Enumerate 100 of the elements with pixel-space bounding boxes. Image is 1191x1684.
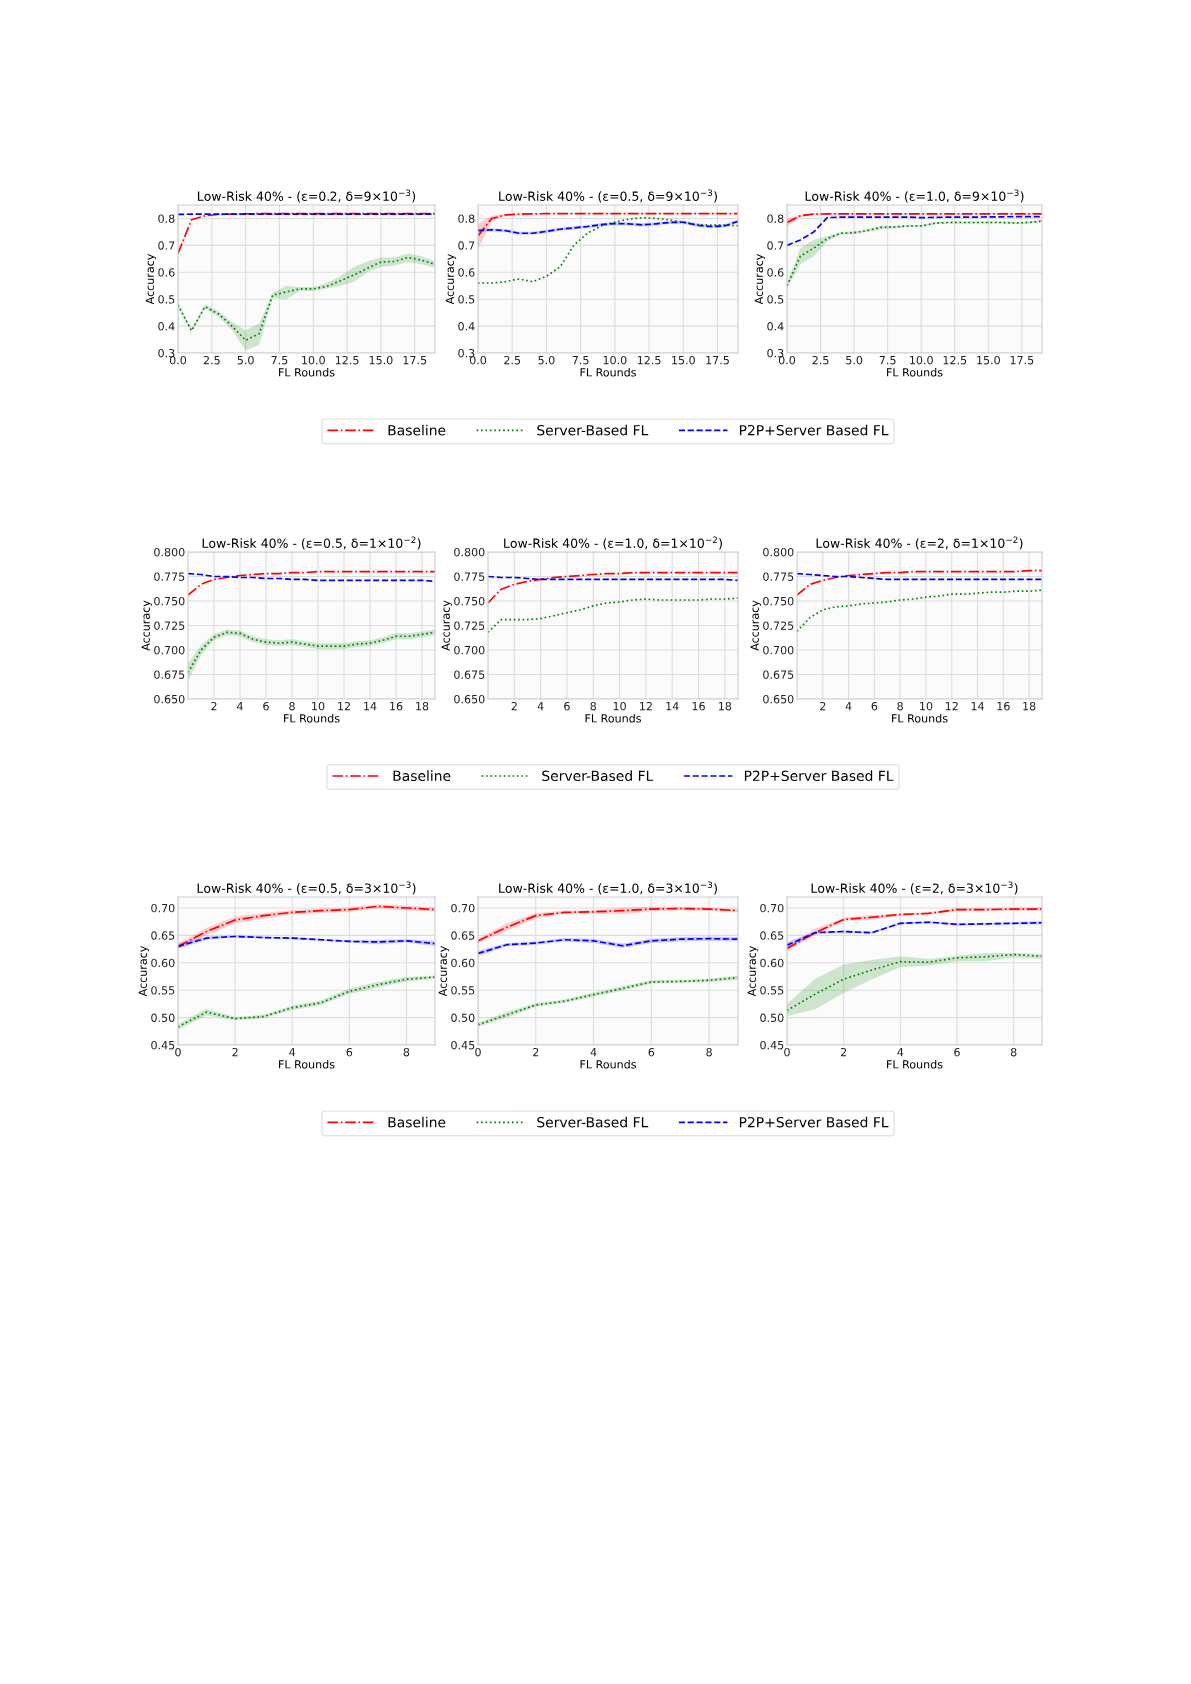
y-tick-label: 0.700 bbox=[454, 645, 485, 655]
line-series bbox=[178, 212, 435, 255]
line-series bbox=[797, 569, 1042, 596]
y-axis-title: Accuracy bbox=[141, 600, 153, 651]
x-axis-title: FL Rounds bbox=[580, 367, 636, 377]
y-tick-label: 0.725 bbox=[454, 621, 485, 630]
y-tick-label: 0.4 bbox=[767, 322, 784, 331]
y-tick-label: 0.675 bbox=[763, 670, 794, 679]
x-tick-label: 16 bbox=[390, 701, 403, 711]
x-tick-label: 0 bbox=[175, 1047, 181, 1057]
y-tick-label: 0.50 bbox=[151, 1013, 175, 1022]
x-tick-label: 6 bbox=[346, 1047, 353, 1057]
chart-title: Low-Risk 40% - (ε=0.2, δ=9×10$^{−3}$) bbox=[197, 189, 416, 203]
chart-title: Low-Risk 40% - (ε=1.0, δ=3×10$^{−3}$) bbox=[499, 881, 717, 895]
y-tick-label: 0.70 bbox=[760, 903, 784, 913]
x-tick-label: 17.5 bbox=[1010, 356, 1034, 365]
y-tick-label: 0.725 bbox=[154, 621, 185, 630]
x-tick-label: 7.5 bbox=[271, 356, 288, 365]
x-tick-label: 16 bbox=[692, 701, 705, 711]
x-tick-label: 5.0 bbox=[237, 355, 254, 365]
y-tick-label: 0.5 bbox=[767, 295, 784, 304]
x-tick-label: 12 bbox=[640, 701, 652, 711]
y-tick-label: 0.3 bbox=[458, 348, 475, 358]
y-tick-label: 0.700 bbox=[154, 645, 185, 655]
line-series bbox=[478, 212, 738, 237]
x-tick-label: 2 bbox=[533, 1047, 539, 1057]
chart-title: Low-Risk 40% - (ε=0.5, δ=1×10$^{−2}$) bbox=[202, 536, 421, 550]
x-tick-label: 17.5 bbox=[706, 356, 729, 365]
y-tick-label: 0.50 bbox=[760, 1013, 784, 1022]
x-tick-label: 10.0 bbox=[603, 355, 627, 365]
y-tick-label: 0.6 bbox=[158, 268, 175, 277]
x-tick-label: 0.0 bbox=[469, 355, 487, 365]
legend-label: Baseline bbox=[388, 1116, 446, 1128]
x-tick-label: 17.5 bbox=[403, 356, 427, 365]
y-tick-label: 0.65 bbox=[151, 931, 175, 940]
y-tick-label: 0.60 bbox=[760, 958, 784, 968]
x-tick-label: 0.0 bbox=[169, 355, 187, 365]
y-tick-label: 0.650 bbox=[763, 694, 794, 704]
y-tick-label: 0.6 bbox=[767, 268, 784, 277]
x-tick-label: 8 bbox=[590, 701, 597, 711]
y-tick-label: 0.3 bbox=[158, 348, 175, 358]
line-series bbox=[787, 215, 1042, 247]
y-tick-label: 0.800 bbox=[454, 547, 485, 557]
x-tick-label: 15.0 bbox=[672, 355, 695, 365]
chart-title: Low-Risk 40% - (ε=2, δ=3×10$^{−3}$) bbox=[811, 881, 1018, 895]
x-tick-label: 12.5 bbox=[335, 355, 359, 365]
x-tick-label: 18 bbox=[1023, 701, 1036, 711]
x-tick-label: 4 bbox=[237, 702, 243, 711]
x-axis-title: FL Rounds bbox=[887, 367, 943, 377]
y-tick-label: 0.4 bbox=[458, 322, 475, 331]
x-tick-label: 15.0 bbox=[977, 355, 1000, 365]
x-tick-label: 6 bbox=[954, 1047, 960, 1057]
x-axis-title: FL Rounds bbox=[580, 1059, 636, 1069]
y-tick-label: 0.65 bbox=[451, 931, 475, 940]
legend-label: P2P+Server Based FL bbox=[739, 1116, 889, 1128]
y-tick-label: 0.8 bbox=[158, 214, 175, 223]
x-tick-label: 0 bbox=[784, 1047, 790, 1057]
y-axis-title: Accuracy bbox=[145, 253, 157, 305]
x-tick-label: 2.5 bbox=[812, 355, 829, 365]
legend-label: Server-Based FL bbox=[537, 1116, 649, 1128]
x-tick-label: 12 bbox=[338, 701, 350, 711]
y-tick-label: 0.70 bbox=[151, 903, 175, 913]
x-tick-label: 5.0 bbox=[846, 355, 863, 365]
x-tick-label: 6 bbox=[871, 701, 878, 711]
x-tick-label: 4 bbox=[289, 1048, 296, 1057]
y-axis-title: Accuracy bbox=[747, 945, 759, 997]
y-tick-label: 0.725 bbox=[763, 621, 794, 630]
y-axis-title: Accuracy bbox=[138, 945, 150, 997]
x-tick-label: 6 bbox=[263, 701, 269, 711]
legend-label: P2P+Server Based FL bbox=[744, 770, 894, 782]
x-tick-label: 12.5 bbox=[943, 355, 967, 365]
y-tick-label: 0.775 bbox=[454, 572, 485, 581]
y-tick-label: 0.7 bbox=[458, 241, 475, 250]
x-tick-label: 10.0 bbox=[302, 355, 325, 365]
y-tick-label: 0.650 bbox=[454, 694, 485, 704]
x-tick-label: 8 bbox=[403, 1047, 410, 1057]
legend-label: Server-Based FL bbox=[542, 770, 654, 782]
y-tick-label: 0.4 bbox=[158, 322, 175, 331]
x-tick-label: 4 bbox=[845, 702, 852, 711]
x-tick-label: 8 bbox=[897, 701, 903, 711]
x-axis-title: FL Rounds bbox=[892, 713, 948, 723]
legend-label: Server-Based FL bbox=[537, 424, 649, 436]
x-tick-label: 5.0 bbox=[538, 355, 555, 365]
x-tick-label: 14 bbox=[666, 702, 679, 711]
y-tick-label: 0.5 bbox=[158, 295, 175, 304]
x-tick-label: 4 bbox=[590, 1048, 597, 1057]
y-tick-label: 0.60 bbox=[451, 958, 475, 968]
x-tick-label: 7.5 bbox=[572, 356, 589, 365]
x-axis-title: FL Rounds bbox=[585, 713, 641, 723]
y-tick-label: 0.60 bbox=[151, 958, 175, 968]
x-tick-label: 12 bbox=[945, 701, 958, 711]
y-tick-label: 0.750 bbox=[454, 596, 485, 606]
y-tick-label: 0.8 bbox=[767, 214, 784, 223]
y-tick-label: 0.775 bbox=[154, 572, 185, 581]
y-tick-label: 0.65 bbox=[760, 931, 784, 940]
x-tick-label: 8 bbox=[1010, 1047, 1017, 1057]
x-tick-label: 10.0 bbox=[910, 355, 933, 365]
chart-title: Low-Risk 40% - (ε=2, δ=1×10$^{−2}$) bbox=[816, 536, 1023, 550]
y-axis-title: Accuracy bbox=[750, 600, 762, 651]
x-tick-label: 8 bbox=[289, 701, 295, 711]
